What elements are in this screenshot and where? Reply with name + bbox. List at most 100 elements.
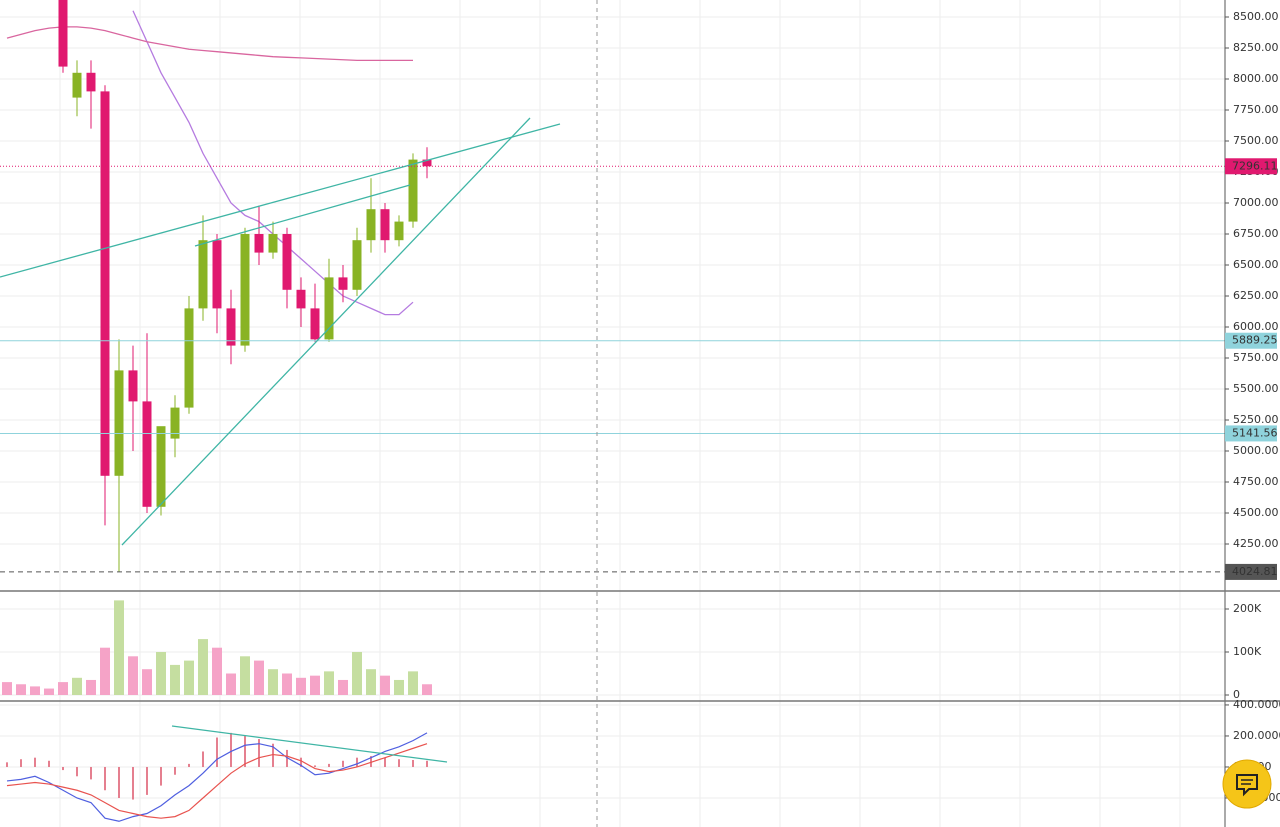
y-tick-label: 200K (1233, 602, 1262, 615)
y-tick-label: 7750.00 (1233, 103, 1279, 116)
price-label: 5141.56 (1232, 426, 1278, 439)
volume-bar (100, 647, 110, 696)
volume-bar (338, 679, 348, 696)
macd-histogram (76, 766, 78, 777)
y-tick-label: 400.0000 (1233, 698, 1280, 711)
volume-bar (240, 656, 250, 696)
volume-bar (142, 669, 152, 696)
macd-histogram (34, 757, 36, 767)
volume-bar (198, 639, 208, 696)
volume-bar (58, 682, 68, 696)
macd-histogram (6, 762, 8, 767)
candle-body (114, 370, 124, 476)
chat-button[interactable] (1222, 759, 1272, 809)
volume-bar (114, 600, 124, 696)
volume-bar (170, 664, 180, 696)
candle-body (198, 240, 208, 309)
candle-body (338, 277, 348, 290)
volume-bar (310, 675, 320, 696)
y-tick-label: 7500.00 (1233, 134, 1279, 147)
macd-histogram (230, 732, 232, 767)
y-tick-label: 6000.00 (1233, 320, 1279, 333)
macd-histogram (314, 765, 316, 767)
macd-histogram (412, 760, 414, 767)
volume-bar (254, 660, 264, 696)
chat-icon[interactable] (1236, 774, 1258, 797)
price-label-bg (1225, 425, 1277, 442)
macd-histogram (398, 759, 400, 767)
volume-bar (394, 679, 404, 696)
price-label-bg (1225, 332, 1277, 349)
macd-histogram (258, 739, 260, 767)
grid (0, 0, 1225, 827)
candle-body (394, 221, 404, 241)
volume-bar (16, 684, 26, 696)
y-tick-label: 7000.00 (1233, 196, 1279, 209)
candle-body (142, 401, 152, 507)
candle-body (100, 91, 110, 476)
candle-body (282, 233, 292, 290)
volume-bar (2, 682, 12, 696)
trend-line (121, 117, 531, 546)
price-label-bg (1225, 158, 1277, 175)
volume-bar (380, 675, 390, 696)
candle-body (72, 72, 82, 98)
trend-line (194, 184, 411, 247)
y-tick-label: 0 (1233, 688, 1240, 701)
candle-body (366, 209, 376, 241)
price-pane (0, 0, 1225, 573)
candle-body (310, 308, 320, 340)
volume-pane (2, 600, 432, 696)
macd-histogram (146, 766, 148, 795)
macd-histogram (286, 749, 288, 767)
price-label: 5889.25 (1232, 334, 1278, 347)
y-tick-label: 6750.00 (1233, 227, 1279, 240)
macd-histogram (370, 756, 372, 767)
macd-histogram (160, 766, 162, 786)
volume-bar (366, 669, 376, 696)
macd-histogram (48, 760, 50, 767)
volume-bar (128, 656, 138, 696)
macd-histogram (90, 766, 92, 780)
macd-histogram (174, 766, 176, 775)
candle-body (380, 209, 390, 241)
y-tick-label: 5250.00 (1233, 413, 1279, 426)
macd-histogram (328, 763, 330, 767)
macd-histogram (384, 757, 386, 767)
y-tick-label: 6500.00 (1233, 258, 1279, 271)
macd-histogram (104, 766, 106, 791)
volume-bar (296, 677, 306, 696)
y-tick-label: 200.0000 (1233, 729, 1280, 742)
macd-histogram (300, 757, 302, 767)
volume-bar (30, 686, 40, 696)
candle-body (296, 289, 306, 309)
volume-bar (226, 673, 236, 696)
y-tick-label: 8250.00 (1233, 41, 1279, 54)
price-label: 4024.81 (1232, 565, 1278, 578)
candle-body (268, 233, 278, 253)
macd-line (6, 732, 428, 822)
y-tick-label: 4250.00 (1233, 537, 1279, 550)
macd-histogram (272, 743, 274, 767)
candle-body (352, 240, 362, 290)
candle-body (422, 159, 432, 167)
volume-bar (72, 677, 82, 696)
volume-bar (268, 669, 278, 696)
price-label: 7296.11 (1232, 159, 1278, 172)
y-tick-label: 5750.00 (1233, 351, 1279, 364)
volume-bar (352, 652, 362, 696)
candle-body (128, 370, 138, 402)
candle-body (212, 240, 222, 309)
drawings (0, 117, 561, 763)
candle-body (156, 426, 166, 507)
volume-bar (282, 673, 292, 696)
trend-line (0, 123, 561, 278)
volume-bar (212, 647, 222, 696)
y-tick-label: 8500.00 (1233, 10, 1279, 23)
y-tick-label: 8000.00 (1233, 72, 1279, 85)
y-tick-label: 4750.00 (1233, 475, 1279, 488)
macd-histogram (244, 735, 246, 767)
macd-histogram (342, 760, 344, 767)
candle-body (58, 0, 68, 67)
macd-line (6, 743, 428, 819)
